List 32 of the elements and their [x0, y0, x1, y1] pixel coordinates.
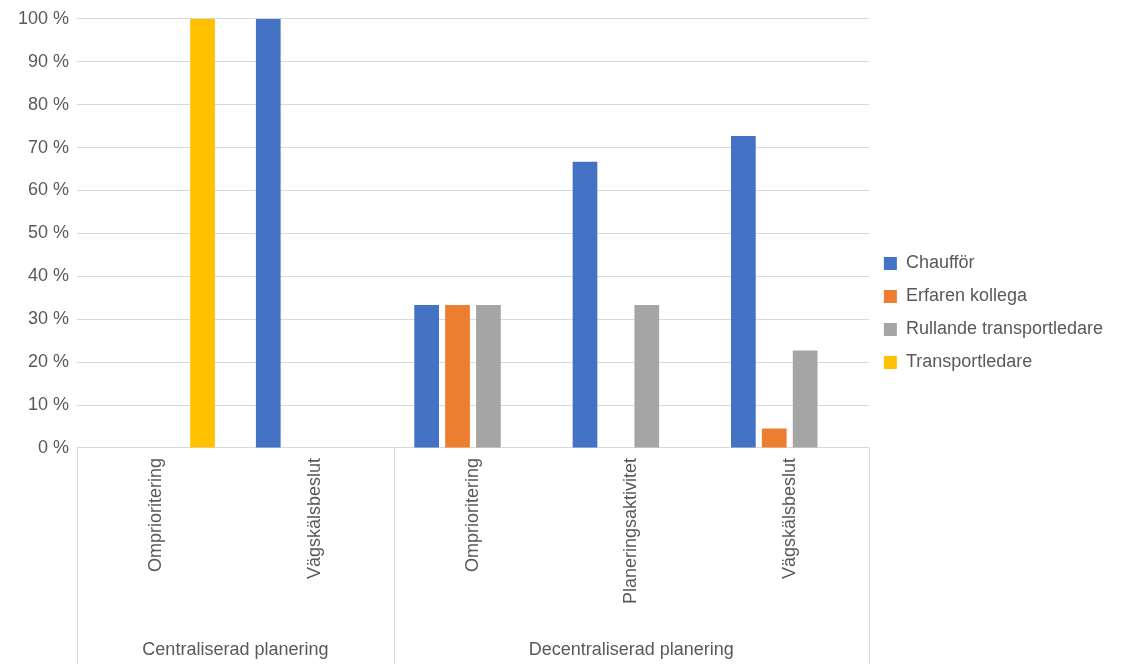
x-tick-label: Planeringsaktivitet — [620, 457, 641, 604]
y-tick-label: 10 % — [28, 393, 70, 414]
bar — [255, 18, 281, 448]
y-tick-label: 80 % — [28, 93, 70, 114]
legend-label: Transportledare — [905, 351, 1033, 372]
legend-label: Rullande transportledare — [905, 318, 1103, 339]
x-tick-label: Omprioritering — [145, 457, 166, 572]
legend-label: Erfaren kollega — [905, 285, 1028, 306]
bar — [414, 305, 439, 448]
x-tick-label: Omprioritering — [461, 457, 482, 572]
bar — [731, 135, 756, 448]
bar — [476, 305, 501, 448]
text: Decentraliserad planering — [528, 638, 734, 659]
bar — [445, 305, 470, 448]
bar — [792, 350, 818, 448]
legend-label: Chaufför — [905, 252, 975, 273]
bar — [634, 305, 660, 448]
y-tick-label: 40 % — [28, 265, 70, 286]
y-tick-label: 100 % — [17, 7, 70, 28]
y-tick-label: 0 % — [38, 436, 70, 457]
y-tick-label: 60 % — [28, 179, 70, 200]
bar — [761, 428, 787, 448]
y-tick-label: 90 % — [28, 50, 70, 71]
y-tick-label: 20 % — [28, 351, 70, 372]
x-tick-label: Vägskälsbeslut — [778, 457, 799, 579]
bar — [190, 18, 215, 448]
y-tick-label: 50 % — [28, 222, 70, 243]
text: Centraliserad planering — [142, 638, 329, 659]
x-tick-label: Vägskälsbeslut — [303, 457, 324, 579]
bar — [572, 161, 598, 448]
y-tick-label: 30 % — [28, 308, 70, 329]
y-tick-label: 70 % — [28, 136, 70, 157]
